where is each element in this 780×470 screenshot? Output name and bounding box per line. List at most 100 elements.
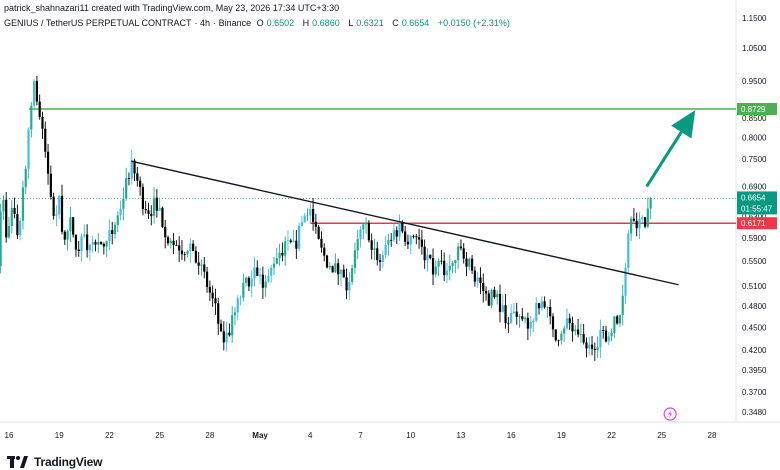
y-tick-label: 0.4500	[742, 323, 767, 332]
candle-body	[370, 240, 373, 250]
candle-body	[331, 266, 334, 273]
candle-body	[638, 218, 641, 229]
candle-body	[136, 173, 139, 181]
candle-body	[643, 217, 647, 227]
candle-body	[596, 347, 599, 351]
candle-body	[119, 208, 122, 216]
candle-body	[482, 282, 485, 292]
candle-body	[367, 222, 370, 241]
candle-body	[99, 241, 103, 244]
candle-body	[317, 226, 320, 239]
candle-body	[228, 332, 231, 336]
candle-body	[30, 105, 33, 130]
candle-body	[599, 330, 602, 348]
candle-body	[404, 231, 407, 242]
candle-body	[122, 198, 125, 209]
y-tick-label: 0.3700	[742, 388, 767, 397]
x-tick-label: 25	[657, 431, 666, 440]
ohlc-high: H 0.6860	[302, 18, 340, 28]
candle-body	[641, 217, 644, 219]
x-tick-label: 28	[708, 431, 717, 440]
candle-body	[219, 323, 223, 332]
y-tick-label: 0.8500	[742, 114, 767, 123]
candle-body	[270, 267, 273, 276]
candle-body	[498, 293, 502, 312]
candle-body	[590, 344, 594, 349]
candle-body	[629, 218, 633, 234]
candle-body	[437, 260, 440, 267]
candle-body	[127, 178, 131, 180]
candle-body	[116, 215, 119, 225]
candle-body	[588, 344, 591, 349]
candle-body	[554, 329, 557, 341]
candle-body	[443, 260, 446, 276]
candle-body	[473, 270, 476, 282]
candle-body	[284, 241, 287, 256]
candle-body	[378, 260, 382, 263]
candle-body	[415, 236, 418, 238]
tradingview-logo: TradingView	[7, 454, 102, 470]
candle-body	[537, 303, 541, 309]
candle-body	[211, 292, 214, 299]
candle-body	[398, 221, 401, 237]
interval-label[interactable]: 4h	[200, 18, 211, 28]
candle-body	[574, 329, 577, 332]
candle-body	[97, 241, 100, 245]
y-tick-label: 0.3950	[742, 366, 767, 375]
candle-body	[454, 260, 457, 264]
candle-body	[632, 218, 635, 221]
candle-body	[88, 244, 92, 251]
candle-body	[359, 229, 362, 240]
candle-body	[111, 230, 114, 234]
y-tick-label: 0.7500	[742, 155, 767, 164]
candle-body	[178, 245, 181, 251]
candle-body	[242, 282, 245, 298]
candle-body	[390, 239, 393, 241]
candle-body	[236, 298, 239, 313]
candle-body	[551, 316, 555, 330]
candle-body	[256, 267, 259, 276]
candle-body	[328, 266, 331, 268]
lightning-glyph	[668, 410, 673, 418]
candle-body	[161, 207, 164, 227]
y-tick-label: 0.6300	[742, 212, 767, 221]
y-tick-label: 0.6900	[742, 182, 767, 191]
candle-body	[261, 274, 264, 288]
candle-body	[33, 80, 36, 106]
symbol-name[interactable]: GENIUS / TetherUS PERPETUAL CONTRACT	[4, 18, 192, 28]
candle-body	[576, 329, 580, 335]
descending-trendline[interactable]	[131, 160, 679, 286]
candle-body	[476, 277, 479, 282]
ohlc-low: L 0.6321	[348, 18, 384, 28]
y-tick-label: 0.5100	[742, 282, 767, 291]
candle-body	[139, 180, 142, 187]
candle-body	[507, 323, 510, 324]
candle-body	[186, 251, 189, 255]
candle-body	[197, 262, 200, 266]
price-label-box	[737, 191, 777, 204]
candle-body	[557, 340, 560, 342]
candle-body	[504, 305, 507, 324]
candle-body	[579, 334, 582, 335]
candle-body	[80, 236, 83, 252]
candle-body	[133, 160, 136, 174]
candle-body	[250, 278, 253, 287]
tradingview-logo-icon	[7, 456, 28, 468]
y-tick-label: 1.1500	[742, 14, 767, 23]
candle-body	[426, 254, 429, 261]
candle-body	[646, 208, 649, 227]
candle-body	[395, 230, 398, 237]
projection-arrow-shaft[interactable]	[645, 131, 683, 188]
x-tick-label: 13	[456, 431, 465, 440]
candle-body	[264, 281, 267, 288]
price-label-text: 01:55:47	[741, 204, 773, 213]
candle-body	[205, 271, 209, 288]
candle-body	[351, 268, 354, 282]
candle-body	[523, 317, 527, 320]
price-label-text: 0.6171	[741, 219, 766, 228]
candle-body	[2, 199, 5, 212]
projection-arrow-head[interactable]	[671, 110, 696, 139]
candle-body	[610, 333, 613, 337]
candle-body	[468, 258, 471, 267]
